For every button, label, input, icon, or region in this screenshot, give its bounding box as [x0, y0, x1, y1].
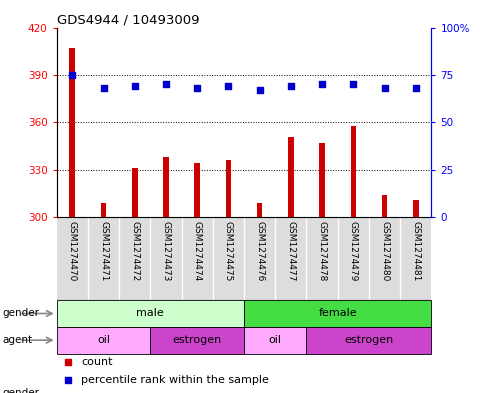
Text: gender: gender: [2, 309, 39, 318]
Text: GSM1274478: GSM1274478: [317, 221, 326, 282]
Bar: [70, 48, 75, 217]
Point: [100, 85, 107, 91]
Bar: [288, 137, 294, 217]
Bar: [57, 300, 244, 327]
Text: GSM1274470: GSM1274470: [68, 221, 77, 282]
Bar: [244, 327, 307, 354]
Text: female: female: [318, 309, 357, 318]
Text: GSM1274473: GSM1274473: [162, 221, 171, 282]
Text: GSM1274479: GSM1274479: [349, 221, 358, 282]
Bar: [319, 143, 325, 217]
Point: [342, 126, 350, 132]
Point: [193, 85, 201, 91]
Bar: [257, 203, 262, 217]
Bar: [194, 163, 200, 217]
Text: oil: oil: [269, 335, 282, 345]
Text: agent: agent: [2, 335, 33, 345]
Point: [350, 81, 357, 88]
Text: GSM1274475: GSM1274475: [224, 221, 233, 282]
Point: [287, 83, 295, 90]
Point: [162, 81, 170, 88]
Text: estrogen: estrogen: [173, 335, 222, 345]
Point: [69, 72, 76, 78]
Point: [224, 83, 232, 90]
Bar: [57, 327, 150, 354]
Point: [412, 85, 420, 91]
Text: GSM1274474: GSM1274474: [193, 221, 202, 281]
Bar: [244, 300, 431, 327]
Bar: [351, 125, 356, 217]
Bar: [307, 327, 431, 354]
Text: GSM1274476: GSM1274476: [255, 221, 264, 282]
Point: [318, 81, 326, 88]
Text: GSM1274471: GSM1274471: [99, 221, 108, 282]
Bar: [382, 195, 387, 217]
Text: GSM1274472: GSM1274472: [130, 221, 139, 281]
Text: percentile rank within the sample: percentile rank within the sample: [81, 375, 269, 385]
Text: estrogen: estrogen: [344, 335, 393, 345]
Point: [342, 287, 350, 294]
Point: [256, 87, 264, 93]
Point: [381, 85, 388, 91]
Point: [131, 83, 139, 90]
Text: oil: oil: [97, 335, 110, 345]
Bar: [132, 168, 138, 217]
Text: gender: gender: [2, 388, 39, 393]
Bar: [150, 327, 244, 354]
Text: GSM1274481: GSM1274481: [411, 221, 420, 282]
Text: GDS4944 / 10493009: GDS4944 / 10493009: [57, 13, 199, 26]
Text: GSM1274480: GSM1274480: [380, 221, 389, 282]
Text: count: count: [81, 357, 112, 367]
Text: male: male: [137, 309, 164, 318]
Bar: [101, 203, 106, 217]
Bar: [226, 160, 231, 217]
Text: GSM1274477: GSM1274477: [286, 221, 295, 282]
Bar: [163, 157, 169, 217]
Bar: [413, 200, 419, 217]
